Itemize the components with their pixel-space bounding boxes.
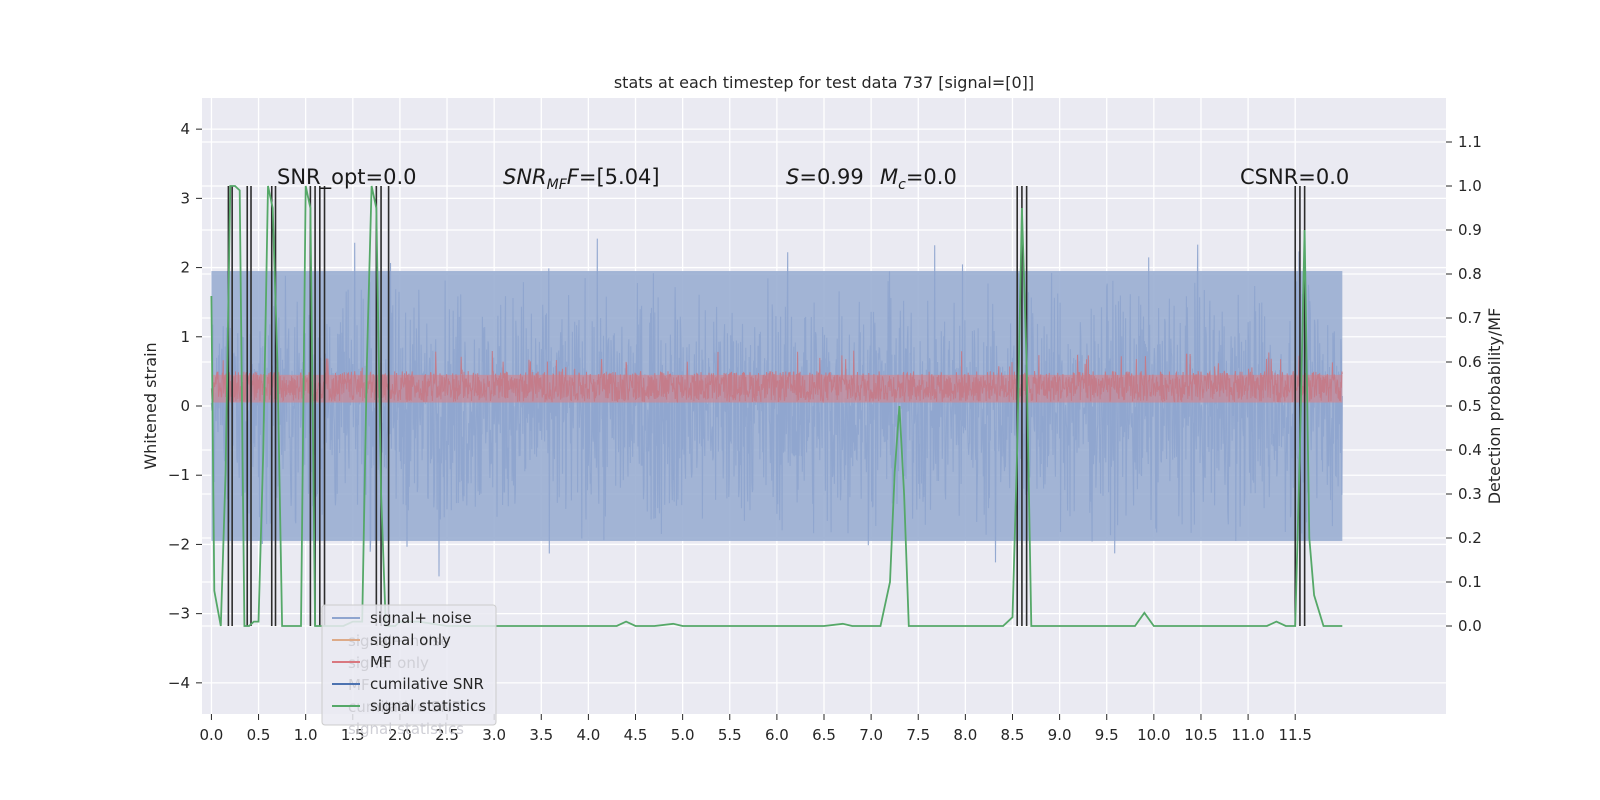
x-tick-label: 0.0 <box>199 726 223 744</box>
annotation-s-value: =0.99 <box>799 165 863 189</box>
x-tick-label: 11.0 <box>1231 726 1264 744</box>
legend-label: signal+ noise <box>370 609 472 627</box>
y-tick-label: 0 <box>180 397 190 415</box>
annotation-mc-value: =0.0 <box>906 165 957 189</box>
x-tick-label: 8.0 <box>953 726 977 744</box>
x-axis-ticks: 0.0 0.5 1.0 1.5 2.0 2.5 3.0 3.5 4.0 4.5 5.0 5.5 6.0 6… <box>199 714 1312 744</box>
chart-title: stats at each timestep for test data 737… <box>614 73 1034 92</box>
annotation-snr-mf-f: F <box>567 165 580 189</box>
annotation-s-var: S <box>786 165 799 189</box>
y2-tick-label: 0.3 <box>1458 485 1482 503</box>
x-tick-label: 10.5 <box>1184 726 1217 744</box>
x-tick-label: 3.0 <box>482 726 506 744</box>
x-tick-label: 6.0 <box>765 726 789 744</box>
legend-label: signal only <box>370 631 451 649</box>
x-tick-label: 8.5 <box>1001 726 1025 744</box>
annotation-snr-mf: SNRMFF=[5.04] <box>503 165 660 193</box>
annotation-mc: Mc=0.0 <box>880 165 957 193</box>
legend-label: signal statistics <box>370 697 486 715</box>
annotation-mc-sub: c <box>898 177 906 193</box>
x-tick-label: 7.0 <box>859 726 883 744</box>
y-tick-label: −1 <box>168 466 190 484</box>
y-tick-label: 4 <box>180 120 190 138</box>
signal-statistics-series <box>210 185 1343 627</box>
x-tick-label: 1.5 <box>341 726 365 744</box>
cumulative-snr-series <box>227 186 1306 626</box>
x-tick-label: 5.5 <box>718 726 742 744</box>
legend-label: MF <box>370 653 392 671</box>
x-tick-label: 11.5 <box>1279 726 1312 744</box>
mf-series <box>210 350 1343 404</box>
y2-tick-label: 0.2 <box>1458 529 1482 547</box>
y2-axis-ticks: 1.1 1.0 0.9 0.8 0.7 0.6 0.5 0.4 0.3 0.2 0.1 0.0 <box>1446 133 1482 635</box>
x-tick-label: 10.0 <box>1137 726 1170 744</box>
x-tick-label: 4.5 <box>624 726 648 744</box>
y-tick-label: −3 <box>168 605 190 623</box>
x-tick-label: 9.0 <box>1048 726 1072 744</box>
annotation-snr-mf-value: =[5.04] <box>579 165 660 189</box>
x-tick-label: 4.0 <box>576 726 600 744</box>
signal-plus-noise-series <box>210 238 1343 577</box>
legend-ghost-label: signal only <box>348 654 429 672</box>
x-tick-label: 6.5 <box>812 726 836 744</box>
annotation-snr-mf-sub: MF <box>547 177 568 193</box>
x-tick-label: 2.5 <box>435 726 459 744</box>
y-axis-ticks: 4 3 2 1 0 −1 −2 −3 −4 <box>168 120 202 692</box>
y2-tick-label: 0.6 <box>1458 353 1482 371</box>
x-tick-label: 1.0 <box>294 726 318 744</box>
annotation-snr-mf-var: SNR <box>503 165 547 189</box>
y-tick-label: −4 <box>168 674 190 692</box>
x-tick-label: 7.5 <box>906 726 930 744</box>
mf-trace <box>210 350 1343 404</box>
y2-tick-label: 1.0 <box>1458 177 1482 195</box>
annotation-snr-opt: SNR_opt=0.0 <box>277 165 417 190</box>
y-tick-label: 3 <box>180 189 190 207</box>
annotation-csnr: CSNR=0.0 <box>1240 165 1349 189</box>
y2-tick-label: 0.1 <box>1458 573 1482 591</box>
y2-tick-label: 0.9 <box>1458 221 1482 239</box>
x-tick-label: 2.0 <box>388 726 412 744</box>
annotation-s: S=0.99 <box>786 165 864 189</box>
y2-tick-label: 1.1 <box>1458 133 1482 151</box>
y-tick-label: −2 <box>168 535 190 553</box>
legend-box <box>321 604 497 726</box>
x-tick-label: 3.5 <box>529 726 553 744</box>
y-tick-label: 1 <box>180 328 190 346</box>
x-tick-label: 5.0 <box>671 726 695 744</box>
y2-tick-label: 0.0 <box>1458 617 1482 635</box>
y2-tick-label: 0.7 <box>1458 309 1482 327</box>
legend-label: cumilative SNR <box>370 675 484 693</box>
signal-statistics-line <box>210 185 1343 627</box>
y-axis-title: Whitened strain <box>141 342 160 469</box>
legend-ghost-label: signal statistics <box>348 720 464 738</box>
y2-tick-label: 0.5 <box>1458 397 1482 415</box>
y2-tick-label: 0.4 <box>1458 441 1482 459</box>
x-tick-label: 9.5 <box>1095 726 1119 744</box>
noise-trace <box>210 238 1343 577</box>
y2-axis-title: Detection probability/MF <box>1485 308 1504 505</box>
legend-ghost-label: signal+ noise <box>348 632 450 650</box>
y2-tick-label: 0.8 <box>1458 265 1482 283</box>
y-tick-label: 2 <box>180 259 190 277</box>
legend-ghost-label: cumilative SNR <box>348 698 462 716</box>
annotation-mc-var: M <box>880 165 898 189</box>
x-tick-label: 0.5 <box>247 726 271 744</box>
